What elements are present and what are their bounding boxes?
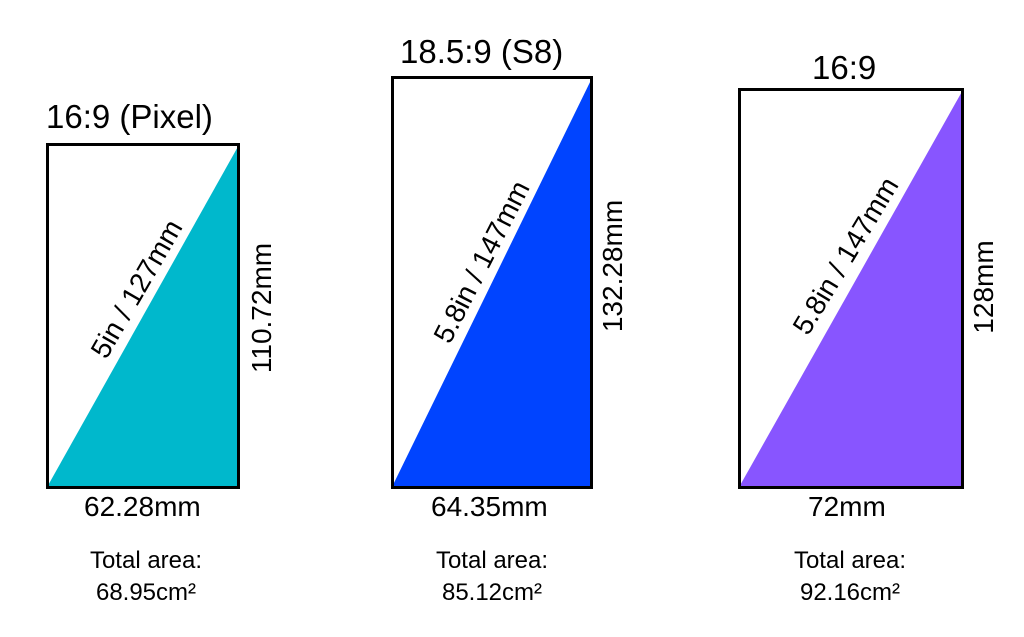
total-area-label: Total area: bbox=[435, 547, 549, 574]
height-label-pixel: 110.72mm bbox=[246, 242, 277, 374]
total-area-pixel: Total area: 68.95cm² bbox=[36, 545, 256, 610]
width-label-s8: 64.35mm bbox=[431, 491, 548, 522]
phone-title-pixel: 16:9 (Pixel) bbox=[46, 98, 213, 135]
total-area-label: Total area: bbox=[793, 547, 907, 574]
phone-diagram-s8 bbox=[391, 76, 593, 489]
phone-diagram-pixel bbox=[46, 143, 240, 489]
diagonal-triangle-s8 bbox=[391, 76, 593, 489]
total-area-value: 68.95cm² bbox=[95, 579, 197, 607]
screen-rectangle-16-9 bbox=[738, 88, 964, 489]
total-area-16-9: Total area: 92.16cm² bbox=[740, 545, 960, 610]
height-label-16-9: 128mm bbox=[968, 240, 999, 334]
total-area-value: 92.16cm² bbox=[799, 579, 901, 607]
height-label-s8: 132.28mm bbox=[597, 199, 628, 333]
screen-rectangle-s8 bbox=[391, 76, 593, 489]
diagonal-triangle-16-9 bbox=[738, 88, 964, 489]
total-area-label: Total area: bbox=[89, 547, 203, 574]
screen-rectangle-pixel bbox=[46, 143, 240, 489]
phone-title-16-9: 16:9 bbox=[812, 49, 877, 86]
phone-diagram-16-9 bbox=[738, 88, 964, 489]
width-label-pixel: 62.28mm bbox=[84, 491, 201, 522]
width-label-16-9: 72mm bbox=[808, 491, 886, 522]
total-area-value: 85.12cm² bbox=[441, 579, 543, 607]
phone-title-s8: 18.5:9 (S8) bbox=[400, 33, 564, 70]
diagonal-triangle-pixel bbox=[46, 143, 240, 489]
total-area-s8: Total area: 85.12cm² bbox=[382, 545, 602, 610]
